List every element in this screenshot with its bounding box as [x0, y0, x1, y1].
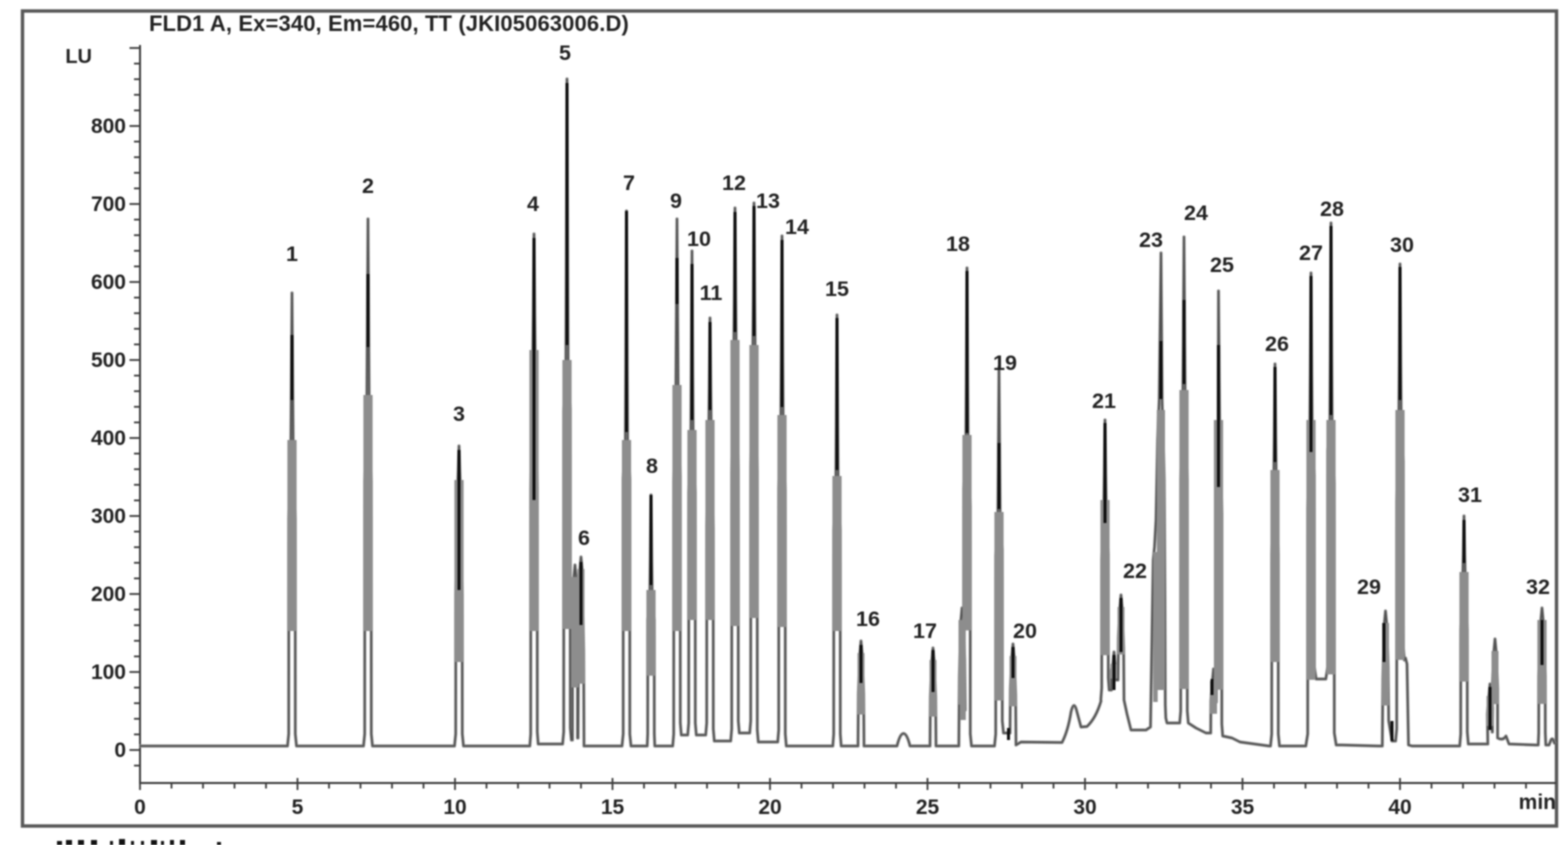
- svg-text:800: 800: [91, 115, 126, 138]
- svg-text:29: 29: [1357, 575, 1381, 599]
- svg-text:200: 200: [91, 583, 126, 606]
- svg-text:6: 6: [578, 526, 590, 550]
- svg-text:8: 8: [646, 454, 658, 478]
- svg-text:40: 40: [1388, 796, 1411, 819]
- svg-text:30: 30: [1073, 796, 1096, 819]
- svg-text:21: 21: [1092, 389, 1116, 413]
- svg-text:1: 1: [286, 242, 298, 266]
- svg-text:31: 31: [1458, 483, 1482, 507]
- svg-text:FLD1 A, Ex=340, Em=460, TT (JK: FLD1 A, Ex=340, Em=460, TT (JKI05063006.…: [149, 11, 629, 36]
- svg-text:4: 4: [527, 192, 539, 216]
- svg-text:100: 100: [91, 661, 126, 684]
- svg-text:11: 11: [700, 281, 723, 305]
- svg-text:17: 17: [913, 619, 937, 643]
- svg-text:25: 25: [916, 796, 940, 819]
- svg-text:0: 0: [134, 796, 146, 819]
- svg-text:18: 18: [946, 232, 970, 256]
- svg-text:28: 28: [1320, 197, 1344, 221]
- svg-text:LU: LU: [65, 46, 92, 68]
- svg-text:24: 24: [1184, 201, 1208, 225]
- svg-text:2: 2: [362, 174, 374, 198]
- svg-text:16: 16: [856, 607, 880, 631]
- svg-text:30: 30: [1390, 233, 1414, 257]
- svg-text:5: 5: [559, 41, 571, 65]
- svg-text:9: 9: [670, 189, 682, 213]
- svg-text:10: 10: [443, 796, 466, 819]
- svg-text:0: 0: [114, 739, 126, 762]
- svg-text:20: 20: [1013, 619, 1037, 643]
- svg-text:600: 600: [91, 271, 126, 294]
- svg-text:300: 300: [91, 505, 126, 528]
- svg-text:14: 14: [785, 215, 809, 239]
- svg-text:35: 35: [1231, 796, 1255, 819]
- svg-text:13: 13: [756, 189, 780, 213]
- svg-text:500: 500: [91, 349, 126, 372]
- svg-text:32: 32: [1526, 575, 1550, 599]
- svg-text:20: 20: [758, 796, 781, 819]
- svg-text:26: 26: [1265, 332, 1289, 356]
- svg-text:400: 400: [91, 427, 126, 450]
- svg-text:min: min: [1519, 791, 1556, 814]
- svg-text:23: 23: [1139, 228, 1163, 252]
- svg-text:700: 700: [91, 193, 126, 216]
- svg-text:10: 10: [687, 227, 711, 251]
- svg-text:3: 3: [453, 402, 465, 426]
- svg-text:25: 25: [1210, 253, 1234, 277]
- svg-text:22: 22: [1123, 559, 1147, 583]
- svg-text:12: 12: [722, 171, 746, 195]
- svg-text:5: 5: [292, 796, 304, 819]
- svg-text:15: 15: [825, 277, 849, 301]
- svg-text:15: 15: [601, 796, 625, 819]
- svg-text:19: 19: [993, 351, 1017, 375]
- svg-text:7: 7: [623, 171, 635, 195]
- svg-text:27: 27: [1299, 241, 1323, 265]
